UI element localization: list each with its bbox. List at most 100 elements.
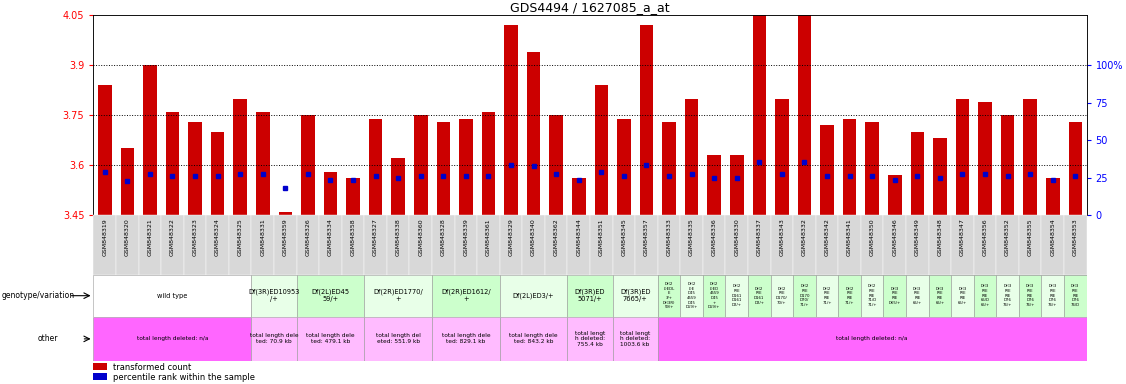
Text: Df(3
R)E
RIE
D76
76/+: Df(3 R)E RIE D76 76/+ <box>1003 285 1012 307</box>
Bar <box>206 215 229 275</box>
Bar <box>640 25 653 215</box>
Bar <box>93 215 116 275</box>
Bar <box>595 85 608 215</box>
Bar <box>658 275 1087 317</box>
Bar <box>568 275 613 317</box>
Bar <box>251 215 274 275</box>
Text: GSM848339: GSM848339 <box>464 218 468 256</box>
Text: GSM848355: GSM848355 <box>1028 218 1033 256</box>
Text: GSM848322: GSM848322 <box>170 218 175 256</box>
Bar <box>680 275 703 317</box>
Bar <box>545 215 568 275</box>
Text: GSM848342: GSM848342 <box>824 218 830 256</box>
Text: percentile rank within the sample: percentile rank within the sample <box>113 373 254 382</box>
Text: Df(3
R)E
RIE
65/+: Df(3 R)E RIE 65/+ <box>958 287 967 305</box>
Bar <box>568 215 590 275</box>
Bar <box>347 179 360 215</box>
Text: Df(3
R)E
RIE
65/+: Df(3 R)E RIE 65/+ <box>936 287 945 305</box>
Text: GSM848325: GSM848325 <box>238 218 243 256</box>
Bar <box>974 275 997 317</box>
Text: GSM848356: GSM848356 <box>983 218 988 256</box>
Bar <box>685 99 698 215</box>
Text: GSM848333: GSM848333 <box>667 218 671 256</box>
Bar <box>658 275 680 317</box>
Text: Df(3R)ED10953
/+: Df(3R)ED10953 /+ <box>249 289 300 303</box>
Bar <box>459 119 473 215</box>
Bar <box>815 275 838 317</box>
Bar <box>432 275 500 317</box>
Bar <box>482 112 495 215</box>
Text: GSM848353: GSM848353 <box>1073 218 1078 256</box>
Text: GSM848346: GSM848346 <box>892 218 897 256</box>
Bar <box>866 122 879 215</box>
Bar <box>161 215 184 275</box>
Bar <box>951 215 974 275</box>
Bar <box>93 275 251 317</box>
Bar <box>613 317 658 361</box>
Bar <box>1024 99 1037 215</box>
Bar <box>680 215 703 275</box>
Text: Df(2
R)E
D170/
70/+: Df(2 R)E D170/ 70/+ <box>776 287 788 305</box>
Text: Df(2L)ED3/+: Df(2L)ED3/+ <box>512 293 554 299</box>
Bar <box>635 215 658 275</box>
Bar <box>432 317 500 361</box>
Bar <box>752 15 766 215</box>
Bar <box>748 275 770 317</box>
Bar <box>1064 275 1087 317</box>
Text: total length dele
ted: 843.2 kb: total length dele ted: 843.2 kb <box>509 333 557 344</box>
Bar <box>184 215 206 275</box>
Bar <box>815 215 838 275</box>
Text: total lengt
h deleted:
1003.6 kb: total lengt h deleted: 1003.6 kb <box>620 331 651 347</box>
Text: GSM848327: GSM848327 <box>373 218 378 256</box>
Text: Df(2
R)E
RIE
71/D
71/+: Df(2 R)E RIE 71/D 71/+ <box>867 285 877 307</box>
Bar <box>549 115 563 215</box>
Text: GSM848350: GSM848350 <box>869 218 875 256</box>
Text: total lengt
h deleted:
755.4 kb: total lengt h deleted: 755.4 kb <box>575 331 605 347</box>
Bar <box>725 215 748 275</box>
Text: total length dele
ted: 479.1 kb: total length dele ted: 479.1 kb <box>306 333 355 344</box>
Bar <box>392 159 405 215</box>
Text: GSM848338: GSM848338 <box>395 218 401 256</box>
Bar <box>748 215 770 275</box>
Bar <box>188 122 202 215</box>
Bar <box>522 215 545 275</box>
Text: GSM848324: GSM848324 <box>215 218 220 256</box>
Bar <box>211 132 224 215</box>
Bar <box>884 215 906 275</box>
Bar <box>933 139 947 215</box>
Text: GSM848331: GSM848331 <box>260 218 266 256</box>
Bar <box>730 155 743 215</box>
Bar <box>956 99 969 215</box>
Bar <box>929 275 951 317</box>
Text: Df(3
R)E
RIE
D76
76/+: Df(3 R)E RIE D76 76/+ <box>1026 285 1035 307</box>
Text: Df(3
R)E
RIE
D65/+: Df(3 R)E RIE D65/+ <box>888 287 901 305</box>
Bar <box>770 215 793 275</box>
Bar <box>477 215 500 275</box>
Bar <box>342 215 365 275</box>
Text: GSM848328: GSM848328 <box>440 218 446 256</box>
Text: GSM848329: GSM848329 <box>509 218 513 256</box>
Bar <box>906 275 929 317</box>
Bar <box>500 317 568 361</box>
Bar <box>793 215 815 275</box>
Text: Df(2
R)E
RIE
71/+: Df(2 R)E RIE 71/+ <box>822 287 832 305</box>
Text: GSM848351: GSM848351 <box>599 218 604 256</box>
Bar <box>797 12 811 215</box>
Bar <box>888 175 902 215</box>
Bar <box>951 275 974 317</box>
Bar <box>143 65 157 215</box>
Bar <box>251 275 296 317</box>
Text: GSM848341: GSM848341 <box>847 218 852 256</box>
Bar <box>613 215 635 275</box>
Bar <box>414 115 428 215</box>
Bar <box>775 99 788 215</box>
Text: other: other <box>37 334 57 343</box>
Bar <box>365 317 432 361</box>
Bar <box>365 275 432 317</box>
Bar <box>662 122 676 215</box>
Bar <box>1069 122 1082 215</box>
Bar <box>369 119 383 215</box>
Bar <box>527 52 540 215</box>
Bar <box>793 275 815 317</box>
Text: GSM848345: GSM848345 <box>622 218 626 256</box>
